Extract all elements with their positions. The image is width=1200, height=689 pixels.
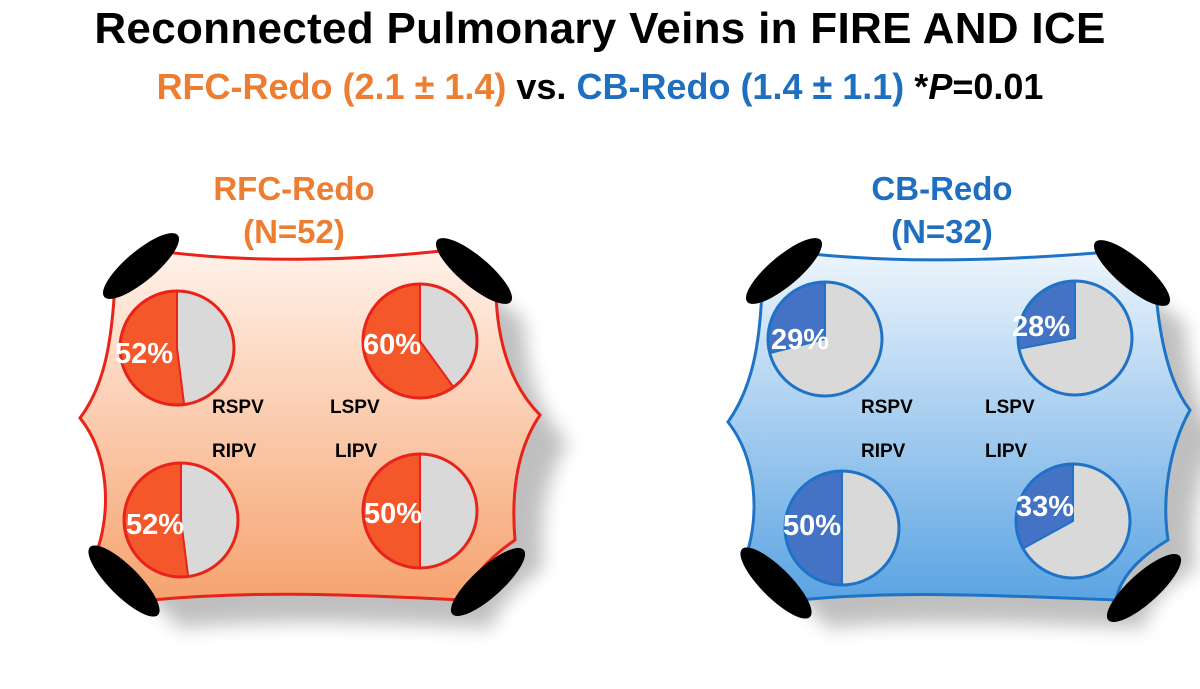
subtitle-cb: CB-Redo (1.4 ± 1.1) xyxy=(576,66,905,107)
rfc-ostium-rspv xyxy=(102,233,180,299)
rfc-label-ripv: RIPV xyxy=(212,441,257,462)
rfc-group-name: RFC-Redo xyxy=(213,170,374,207)
cb-pie-ripv-outline xyxy=(783,469,901,587)
cb-label-lipv: LIPV xyxy=(985,441,1028,462)
cb-pie-rspv-outline xyxy=(766,280,884,398)
cb-ostium-rspv xyxy=(745,238,823,304)
subtitle-p: P xyxy=(928,66,953,107)
rfc-pie-lipv xyxy=(361,452,479,570)
rfc-pie-ripv-outline xyxy=(122,461,240,579)
rfc-pct-ripv: 52% xyxy=(126,509,184,541)
cb-pct-lspv: 28% xyxy=(1012,311,1070,343)
rfc-pie-rspv-outline xyxy=(118,289,236,407)
rfc-label-rspv: RSPV xyxy=(212,397,264,418)
cb-ostium-lspv xyxy=(1093,240,1171,306)
cb-pct-ripv: 50% xyxy=(783,510,841,542)
cb-pie-lspv xyxy=(1016,279,1134,397)
rfc-pct-rspv: 52% xyxy=(115,338,173,370)
subtitle-pvalue: *P=0.01 xyxy=(914,66,1043,107)
cb-pie-lspv-outline xyxy=(1016,279,1134,397)
rfc-label-lspv: LSPV xyxy=(330,397,380,418)
subtitle-star: * xyxy=(914,66,929,107)
rfc-pie-lipv-outline xyxy=(361,452,479,570)
cb-label-lspv: LSPV xyxy=(985,397,1035,418)
rfc-pie-ripv xyxy=(122,461,240,579)
cb-pie-ripv xyxy=(783,469,901,587)
rfc-pie-lspv-outline xyxy=(361,282,479,400)
cb-pie-lipv xyxy=(1014,462,1132,580)
figure-subtitle: RFC-Redo (2.1 ± 1.4) vs. CB-Redo (1.4 ± … xyxy=(0,66,1200,108)
cb-pct-rspv: 29% xyxy=(771,324,829,356)
rfc-pie-rspv xyxy=(118,289,236,407)
rfc-ostium-lipv xyxy=(450,548,526,616)
figure-title: Reconnected Pulmonary Veins in FIRE AND … xyxy=(94,4,1106,53)
rfc-ostium-ripv xyxy=(88,545,160,617)
cb-ostium-lipv xyxy=(1106,554,1182,622)
subtitle-rfc: RFC-Redo (2.1 ± 1.4) xyxy=(156,66,507,107)
rfc-pct-lipv: 50% xyxy=(364,498,422,530)
rfc-ostium-lspv xyxy=(435,238,513,304)
rfc-pct-lspv: 60% xyxy=(363,329,421,361)
rfc-label-lipv: LIPV xyxy=(335,441,378,462)
cb-group-name: CB-Redo xyxy=(871,170,1012,207)
rfc-group-n: (N=52) xyxy=(243,213,345,250)
cb-ostium-ripv xyxy=(740,547,812,619)
cb-label-rspv: RSPV xyxy=(861,397,913,418)
cb-label-ripv: RIPV xyxy=(861,441,906,462)
rfc-pie-lspv xyxy=(361,282,479,400)
subtitle-pval: =0.01 xyxy=(952,66,1044,107)
cb-group-n: (N=32) xyxy=(891,213,993,250)
cb-pie-lipv-outline xyxy=(1014,462,1132,580)
cb-pie-rspv xyxy=(766,280,884,398)
subtitle-vs: vs. xyxy=(516,66,567,107)
cb-pct-lipv: 33% xyxy=(1016,491,1074,523)
